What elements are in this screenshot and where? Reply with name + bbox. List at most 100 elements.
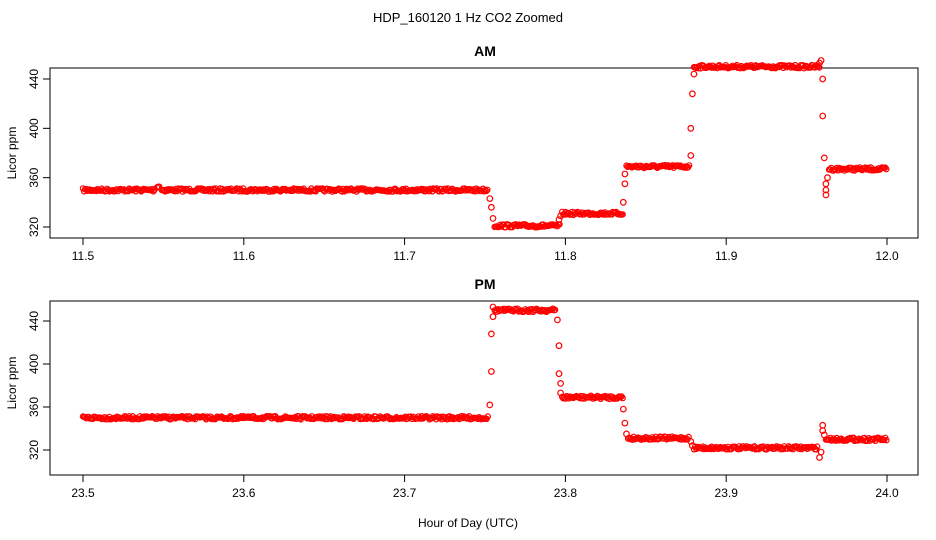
data-point bbox=[820, 431, 828, 439]
data-point bbox=[689, 442, 696, 450]
data-point bbox=[557, 212, 564, 220]
x-tick-label: 23.9 bbox=[715, 486, 739, 500]
y-tick-label: 440 bbox=[27, 311, 41, 331]
data-point bbox=[690, 70, 698, 78]
data-point bbox=[232, 415, 240, 422]
data-point bbox=[596, 210, 603, 218]
data-point bbox=[824, 174, 831, 182]
data-point bbox=[555, 216, 563, 224]
data-point bbox=[816, 64, 823, 71]
data-point bbox=[619, 394, 626, 402]
am-plot-frame bbox=[49, 67, 919, 239]
y-tick-label: 360 bbox=[27, 397, 41, 417]
data-point bbox=[484, 186, 491, 193]
x-tick-label: 12.0 bbox=[875, 249, 899, 263]
data-point bbox=[814, 443, 821, 450]
data-point bbox=[623, 430, 630, 438]
data-point bbox=[488, 203, 495, 211]
x-tick-label: 11.9 bbox=[715, 249, 738, 263]
data-point bbox=[687, 152, 695, 159]
data-point bbox=[822, 180, 830, 188]
am-ylabel: Licor ppm bbox=[5, 127, 19, 180]
am-x-axis: 11.5 11.6 11.7 11.8 11.9 12.0 bbox=[72, 238, 899, 263]
data-point bbox=[344, 185, 351, 193]
data-point bbox=[483, 187, 490, 195]
data-point bbox=[551, 306, 559, 313]
am-panel: AM Licor ppm 11.5 11.6 11.7 11.8 11.9 12.0 32… bbox=[5, 43, 919, 263]
x-tick-label: 11.5 bbox=[72, 249, 95, 263]
data-point bbox=[734, 446, 742, 453]
data-point bbox=[489, 303, 497, 311]
data-point bbox=[819, 75, 827, 83]
pm-x-axis: 23.5 23.6 23.7 23.8 23.9 24.0 bbox=[71, 475, 899, 500]
pm-y-axis: 320 360 400 440 bbox=[27, 311, 50, 460]
x-tick-label: 11.8 bbox=[554, 249, 577, 263]
pm-ylabel: Licor ppm bbox=[5, 357, 19, 410]
data-point bbox=[488, 330, 495, 338]
data-point bbox=[822, 186, 830, 194]
data-point bbox=[557, 389, 564, 397]
y-tick-label: 400 bbox=[27, 118, 41, 138]
data-point bbox=[484, 413, 491, 420]
data-point bbox=[482, 186, 489, 194]
data-point bbox=[553, 221, 560, 228]
data-point bbox=[621, 180, 629, 188]
x-tick-label: 23.6 bbox=[232, 486, 256, 500]
data-point bbox=[502, 305, 509, 313]
pm-title: PM bbox=[475, 276, 496, 292]
x-tick-label: 11.6 bbox=[233, 249, 256, 263]
y-tick-label: 440 bbox=[27, 69, 41, 89]
y-tick-label: 320 bbox=[27, 217, 41, 237]
data-point bbox=[410, 187, 417, 195]
data-point bbox=[819, 427, 827, 435]
data-point bbox=[846, 434, 854, 442]
data-point bbox=[486, 401, 494, 409]
data-point bbox=[489, 313, 497, 321]
data-point bbox=[820, 154, 828, 162]
x-tick-label: 23.7 bbox=[393, 486, 417, 500]
data-point bbox=[150, 188, 157, 195]
data-point bbox=[689, 90, 696, 98]
x-tick-label: 11.7 bbox=[393, 249, 416, 263]
y-tick-label: 360 bbox=[27, 167, 41, 187]
pm-panel: PM Licor ppm 23.5 23.6 23.7 23.8 23.9 24.0 32… bbox=[5, 276, 919, 500]
x-tick-label: 23.5 bbox=[71, 486, 95, 500]
y-tick-label: 320 bbox=[27, 440, 41, 460]
am-y-axis: 320 360 400 440 bbox=[27, 69, 50, 237]
x-tick-label: 23.8 bbox=[554, 486, 578, 500]
pm-plot-frame bbox=[49, 300, 919, 476]
data-point bbox=[822, 191, 830, 199]
data-point bbox=[621, 419, 629, 427]
data-point bbox=[819, 112, 827, 120]
data-point bbox=[728, 63, 735, 71]
x-tick-label: 24.0 bbox=[875, 486, 899, 500]
data-point bbox=[687, 438, 695, 445]
data-point bbox=[619, 198, 627, 206]
data-point bbox=[489, 214, 497, 222]
am-title: AM bbox=[474, 43, 496, 59]
data-point bbox=[619, 405, 627, 413]
figure-title: HDP_160120 1 Hz CO2 Zoomed bbox=[373, 10, 563, 25]
data-point bbox=[883, 165, 890, 173]
data-point bbox=[555, 370, 563, 378]
data-point bbox=[621, 170, 629, 178]
data-point bbox=[597, 209, 604, 216]
x-axis-label: Hour of Day (UTC) bbox=[418, 516, 518, 530]
data-point bbox=[488, 368, 495, 375]
data-point bbox=[555, 342, 563, 350]
data-point bbox=[557, 380, 564, 387]
data-point bbox=[554, 316, 561, 324]
data-point bbox=[815, 63, 822, 70]
pm-data-points bbox=[79, 303, 890, 461]
y-tick-label: 400 bbox=[27, 354, 41, 374]
data-point bbox=[619, 211, 626, 218]
data-point bbox=[782, 62, 789, 70]
data-point bbox=[817, 448, 825, 456]
data-point bbox=[883, 437, 890, 444]
data-point bbox=[817, 57, 825, 64]
data-point bbox=[816, 454, 823, 461]
data-point bbox=[687, 124, 695, 132]
data-point bbox=[686, 162, 693, 169]
data-point bbox=[556, 221, 563, 228]
